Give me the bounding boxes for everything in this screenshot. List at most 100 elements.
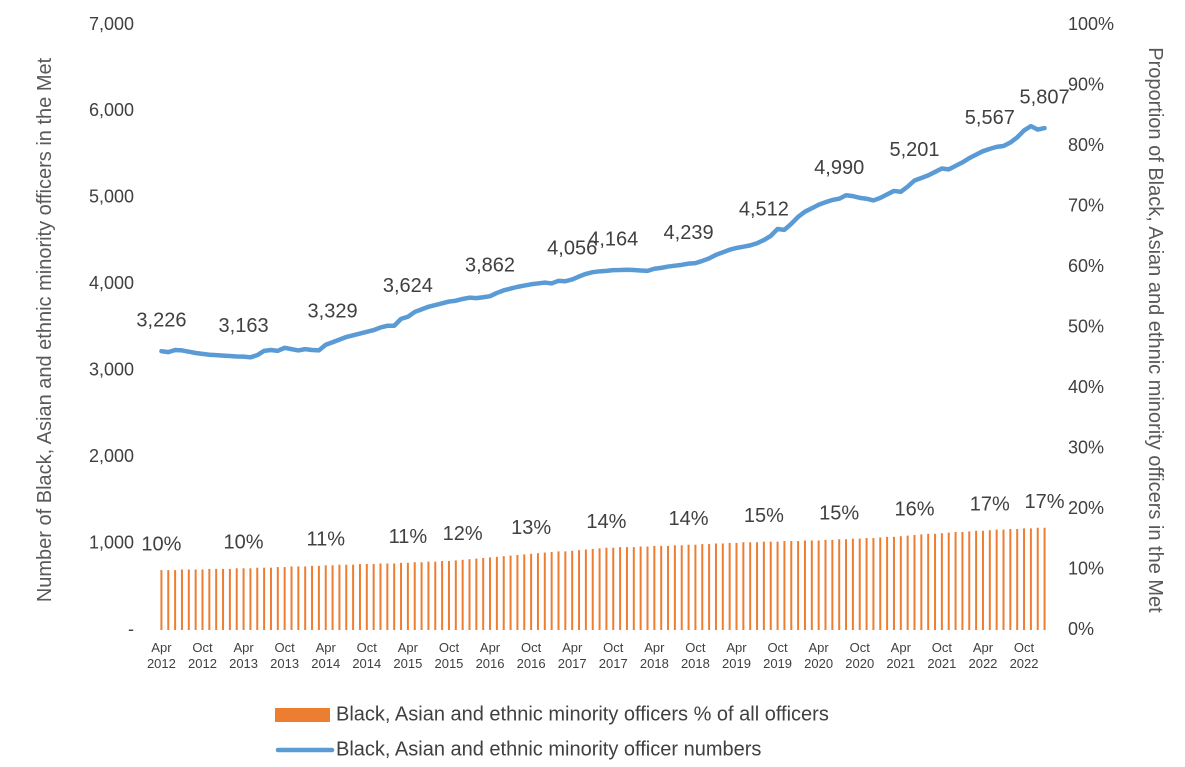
bar bbox=[516, 554, 519, 630]
data-label: 11% bbox=[306, 529, 345, 551]
bar bbox=[297, 566, 300, 630]
legend-label: Black, Asian and ethnic minority officer… bbox=[336, 738, 761, 760]
bar bbox=[817, 540, 820, 630]
bar bbox=[222, 568, 225, 630]
line bbox=[159, 123, 1047, 360]
data-label: 5,567 bbox=[965, 107, 1015, 129]
bar bbox=[215, 568, 218, 630]
bar bbox=[934, 533, 937, 630]
bar bbox=[564, 551, 567, 630]
bar bbox=[1029, 528, 1032, 630]
bar bbox=[632, 547, 635, 630]
x-tick-label: Apr 2012 bbox=[146, 640, 176, 671]
bar bbox=[454, 560, 457, 630]
bar bbox=[851, 538, 854, 630]
bar bbox=[961, 531, 964, 630]
data-label: 4,512 bbox=[739, 198, 789, 220]
bar bbox=[345, 564, 348, 630]
legend-swatch bbox=[275, 708, 330, 722]
bar bbox=[673, 545, 676, 630]
data-label: 14% bbox=[586, 511, 626, 533]
bar bbox=[1009, 528, 1012, 630]
bar bbox=[721, 543, 724, 630]
x-tick-label: Oct 2021 bbox=[927, 640, 957, 671]
bar bbox=[208, 568, 211, 630]
data-label: 3,226 bbox=[136, 309, 186, 331]
data-label: 5,201 bbox=[889, 139, 939, 161]
bar bbox=[756, 542, 759, 630]
bar bbox=[338, 564, 341, 630]
bar bbox=[276, 567, 279, 630]
bar bbox=[536, 553, 539, 630]
x-tick-label: Oct 2012 bbox=[188, 640, 217, 671]
bar bbox=[160, 570, 163, 630]
x-tick-label: Oct 2016 bbox=[516, 640, 546, 671]
bar bbox=[954, 531, 957, 630]
data-label: 3,862 bbox=[465, 254, 515, 276]
bar bbox=[667, 545, 670, 630]
bar bbox=[995, 529, 998, 630]
bar bbox=[502, 556, 505, 630]
y2-tick-label: 50% bbox=[1068, 316, 1104, 336]
bar bbox=[1016, 528, 1019, 630]
x-tick-label: Apr 2015 bbox=[393, 640, 423, 671]
x-tick-label: Oct 2019 bbox=[763, 640, 793, 671]
bar bbox=[762, 541, 765, 630]
bar bbox=[228, 568, 231, 630]
bar bbox=[625, 547, 628, 630]
bar bbox=[612, 547, 615, 630]
bar bbox=[557, 551, 560, 630]
y2-tick-label: 20% bbox=[1068, 498, 1104, 518]
data-label: 12% bbox=[443, 523, 483, 545]
y2-axis-title: Proportion of Black, Asian and ethnic mi… bbox=[1144, 47, 1166, 613]
y-axis-title: Number of Black, Asian and ethnic minori… bbox=[34, 57, 56, 603]
bar bbox=[434, 561, 437, 630]
bar bbox=[639, 546, 642, 630]
bar bbox=[660, 545, 663, 630]
bar bbox=[968, 531, 971, 630]
bar bbox=[461, 559, 464, 630]
bar bbox=[899, 536, 902, 630]
bar bbox=[584, 549, 587, 630]
bar bbox=[694, 544, 697, 630]
x-tick-label: Oct 2017 bbox=[598, 640, 628, 671]
bar bbox=[352, 564, 355, 630]
bar bbox=[749, 542, 752, 630]
bar bbox=[687, 544, 690, 630]
bar bbox=[708, 544, 711, 630]
bar bbox=[269, 567, 272, 630]
bar bbox=[701, 544, 704, 630]
bar bbox=[947, 532, 950, 630]
bar bbox=[379, 563, 382, 630]
bar bbox=[872, 538, 875, 630]
y2-tick-label: 30% bbox=[1068, 437, 1104, 457]
bar bbox=[482, 558, 485, 630]
y-tick-label: 3,000 bbox=[89, 359, 134, 379]
bar bbox=[475, 558, 478, 630]
bar bbox=[393, 563, 396, 630]
bar bbox=[235, 568, 238, 630]
bar bbox=[427, 561, 430, 630]
x-tick-label: Oct 2013 bbox=[270, 640, 300, 671]
bar bbox=[940, 533, 943, 630]
x-tick-label: Apr 2014 bbox=[311, 640, 341, 671]
bar bbox=[858, 538, 861, 630]
bar bbox=[174, 570, 177, 630]
bar bbox=[386, 563, 389, 630]
x-tick-label: Apr 2018 bbox=[639, 640, 669, 671]
bar bbox=[886, 536, 889, 630]
y2-tick-label: 0% bbox=[1068, 619, 1094, 639]
bar bbox=[1043, 527, 1046, 630]
x-tick-label: Apr 2013 bbox=[229, 640, 259, 671]
x-tick-label: Oct 2018 bbox=[680, 640, 710, 671]
bar bbox=[358, 564, 361, 630]
x-tick-label: Oct 2015 bbox=[434, 640, 464, 671]
bar bbox=[365, 564, 368, 630]
y2-tick-label: 80% bbox=[1068, 135, 1104, 155]
y-tick-label: 4,000 bbox=[89, 273, 134, 293]
bar bbox=[180, 569, 183, 630]
data-label: 15% bbox=[819, 503, 859, 525]
x-tick-label: Oct 2014 bbox=[352, 640, 382, 671]
data-label: 17% bbox=[970, 493, 1010, 515]
